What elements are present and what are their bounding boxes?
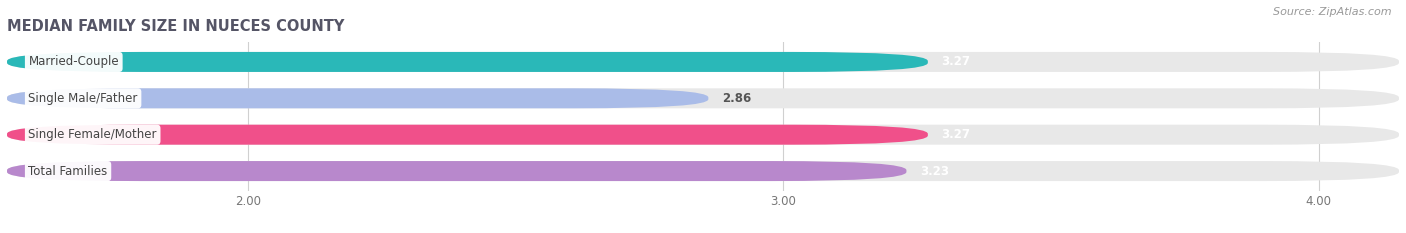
Text: 3.27: 3.27 — [941, 55, 970, 69]
Text: Single Female/Mother: Single Female/Mother — [28, 128, 157, 141]
Text: MEDIAN FAMILY SIZE IN NUECES COUNTY: MEDIAN FAMILY SIZE IN NUECES COUNTY — [7, 19, 344, 34]
Text: Total Families: Total Families — [28, 164, 108, 178]
FancyBboxPatch shape — [7, 125, 1399, 145]
Text: 3.27: 3.27 — [941, 128, 970, 141]
FancyBboxPatch shape — [7, 88, 1399, 108]
FancyBboxPatch shape — [7, 88, 709, 108]
FancyBboxPatch shape — [7, 161, 907, 181]
FancyBboxPatch shape — [7, 52, 928, 72]
FancyBboxPatch shape — [7, 125, 928, 145]
FancyBboxPatch shape — [7, 161, 1399, 181]
Text: 3.23: 3.23 — [920, 164, 949, 178]
Text: Married-Couple: Married-Couple — [28, 55, 120, 69]
FancyBboxPatch shape — [7, 52, 1399, 72]
Text: Single Male/Father: Single Male/Father — [28, 92, 138, 105]
Text: Source: ZipAtlas.com: Source: ZipAtlas.com — [1274, 7, 1392, 17]
Text: 2.86: 2.86 — [721, 92, 751, 105]
